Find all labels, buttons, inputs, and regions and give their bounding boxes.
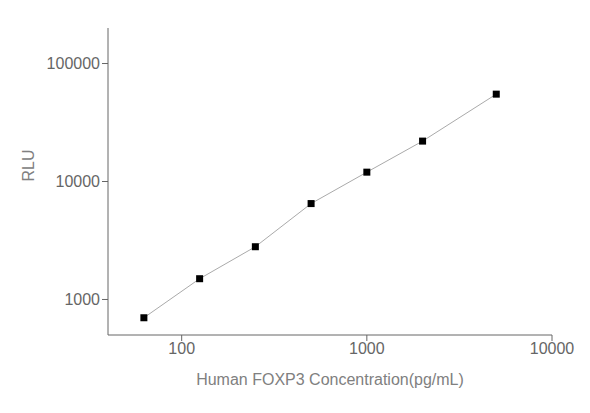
svg-text:1000: 1000 [349,340,385,357]
svg-text:RLU: RLU [20,149,37,181]
svg-text:10000: 10000 [56,173,101,190]
svg-text:100000: 100000 [47,55,100,72]
svg-text:100: 100 [168,340,195,357]
svg-text:Human FOXP3 Concentration(pg/m: Human FOXP3 Concentration(pg/mL) [196,371,464,388]
svg-text:1000: 1000 [64,291,100,308]
svg-text:10000: 10000 [530,340,575,357]
